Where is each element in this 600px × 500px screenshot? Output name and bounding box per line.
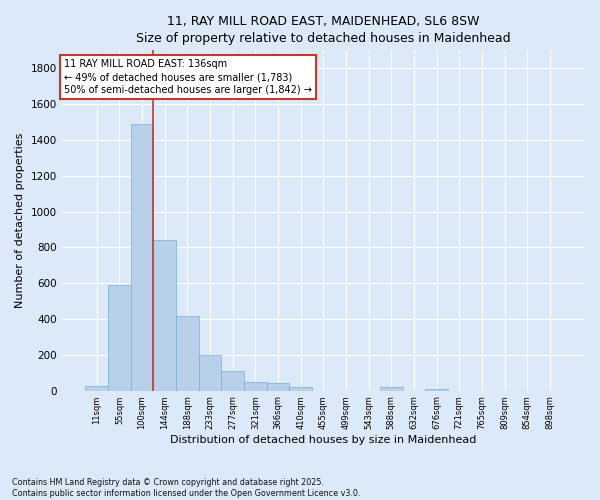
Bar — [244, 382, 266, 390]
Bar — [176, 316, 199, 390]
Bar — [199, 355, 221, 390]
Y-axis label: Number of detached properties: Number of detached properties — [15, 133, 25, 308]
Bar — [289, 388, 312, 390]
Text: Contains HM Land Registry data © Crown copyright and database right 2025.
Contai: Contains HM Land Registry data © Crown c… — [12, 478, 361, 498]
Bar — [380, 388, 403, 390]
Bar — [266, 383, 289, 390]
Title: 11, RAY MILL ROAD EAST, MAIDENHEAD, SL6 8SW
Size of property relative to detache: 11, RAY MILL ROAD EAST, MAIDENHEAD, SL6 … — [136, 15, 511, 45]
Bar — [131, 124, 154, 390]
Bar — [85, 386, 108, 390]
Bar — [425, 389, 448, 390]
Bar — [221, 371, 244, 390]
Text: 11 RAY MILL ROAD EAST: 136sqm
← 49% of detached houses are smaller (1,783)
50% o: 11 RAY MILL ROAD EAST: 136sqm ← 49% of d… — [64, 59, 312, 95]
Bar — [154, 240, 176, 390]
X-axis label: Distribution of detached houses by size in Maidenhead: Distribution of detached houses by size … — [170, 435, 476, 445]
Bar — [108, 285, 131, 391]
